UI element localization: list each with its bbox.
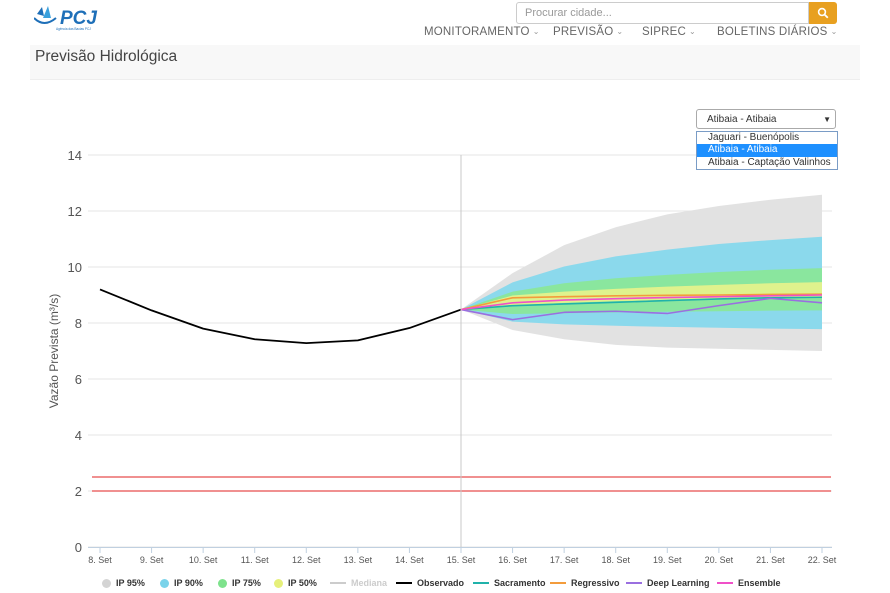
x-tick-label: 15. Set [447,555,476,565]
x-tick-label: 14. Set [395,555,424,565]
legend-swatch [717,582,733,584]
series-sacramento [460,296,823,311]
page-title: Previsão Hidrológica [35,48,178,65]
station-select[interactable]: Atibaia - Atibaia ▼ [696,109,836,129]
legend-label: Observado [417,578,465,588]
x-tick-label: 13. Set [344,555,373,565]
x-tick-label: 10. Set [189,555,218,565]
x-tick-label: 9. Set [140,555,164,565]
x-tick-label: 19. Set [653,555,682,565]
chevron-down-icon: ⌄ [616,27,624,36]
legend-swatch [102,578,111,588]
legend-swatch [473,582,489,584]
x-tick-label: 22. Set [808,555,837,565]
series-ensemble [460,294,823,311]
x-tick-label: 20. Set [705,555,734,565]
legend-label: IP 75% [232,578,261,588]
legend-item-ip-90-[interactable]: IP 90% [160,578,203,588]
series-deep-learning [460,297,823,321]
legend-label: Regressivo [571,578,620,588]
y-tick-label: 4 [75,428,82,443]
legend-swatch [550,582,566,584]
x-tick-label: 17. Set [550,555,579,565]
pcj-logo[interactable]: PCJ Agência das Bacias PCJ [34,4,114,32]
y-tick-label: 14 [68,148,82,163]
y-tick-label: 6 [75,372,82,387]
y-tick-label: 12 [68,204,82,219]
legend-item-regressivo[interactable]: Regressivo [550,578,620,588]
y-tick-label: 0 [75,540,82,555]
series-observado [99,288,462,345]
page-header: Previsão Hidrológica [30,45,860,80]
legend-item-sacramento[interactable]: Sacramento [473,578,546,588]
legend-item-ensemble[interactable]: Ensemble [717,578,781,588]
chevron-down-icon: ⌄ [532,27,540,36]
legend-item-deep-learning[interactable]: Deep Learning [626,578,710,588]
x-tick-label: 18. Set [601,555,630,565]
legend-swatch [396,582,412,584]
caret-down-icon: ▼ [823,115,831,124]
x-tick-label: 8. Set [88,555,112,565]
legend-label: Deep Learning [647,578,710,588]
y-tick-label: 10 [68,260,82,275]
search-input[interactable] [516,2,809,24]
x-tick-label: 16. Set [498,555,527,565]
legend-label: IP 90% [174,578,203,588]
legend-item-observado[interactable]: Observado [396,578,464,588]
x-tick-label: 11. Set [241,555,269,565]
nav-previsao[interactable]: PREVISÃO ⌄ [553,26,624,38]
svg-text:PCJ: PCJ [60,8,97,29]
legend-label: Sacramento [494,578,546,588]
legend-swatch [626,582,642,584]
station-option[interactable]: Jaguari - Buenópolis [708,132,800,143]
station-options-list: Jaguari - Buenópolis Atibaia - Atibaia A… [696,131,838,170]
legend-label: IP 95% [116,578,145,588]
x-tick-label: 21. Set [756,555,785,565]
nav-boletins-diarios[interactable]: BOLETINS DIÁRIOS ⌄ [717,26,838,38]
nav-monitoramento[interactable]: MONITORAMENTO ⌄ [424,26,540,38]
legend-item-ip-95-[interactable]: IP 95% [102,578,145,588]
svg-text:Agência das Bacias PCJ: Agência das Bacias PCJ [56,27,91,31]
x-tick-label: 12. Set [292,555,321,565]
station-option[interactable]: Atibaia - Captação Valinhos [708,156,831,168]
legend-item-ip-75-[interactable]: IP 75% [218,578,261,588]
top-bar: PCJ Agência das Bacias PCJ MONITORAMENTO… [0,0,890,44]
legend-label: Ensemble [738,578,781,588]
search-icon [817,7,829,19]
y-axis-label: Vazão Prevista (m³/s) [47,294,61,408]
chart-legend: IP 95% IP 90% IP 75% IP 50% Mediana Observado… [0,578,890,592]
search-button[interactable] [809,2,837,24]
legend-swatch [274,578,283,588]
legend-swatch [330,582,346,584]
legend-label: Mediana [351,578,388,588]
chevron-down-icon: ⌄ [830,27,838,36]
series-regressivo [460,293,823,311]
station-option-selected[interactable]: Atibaia - Atibaia [697,144,837,157]
legend-item-ip-50-[interactable]: IP 50% [274,578,317,588]
legend-item-mediana[interactable]: Mediana [330,578,387,588]
legend-label: IP 50% [288,578,317,588]
y-tick-label: 8 [75,316,82,331]
legend-swatch [160,578,169,588]
legend-swatch [218,578,227,588]
nav-siprec[interactable]: SIPREC ⌄ [642,26,696,38]
y-tick-label: 2 [75,484,82,499]
chevron-down-icon: ⌄ [689,27,696,36]
